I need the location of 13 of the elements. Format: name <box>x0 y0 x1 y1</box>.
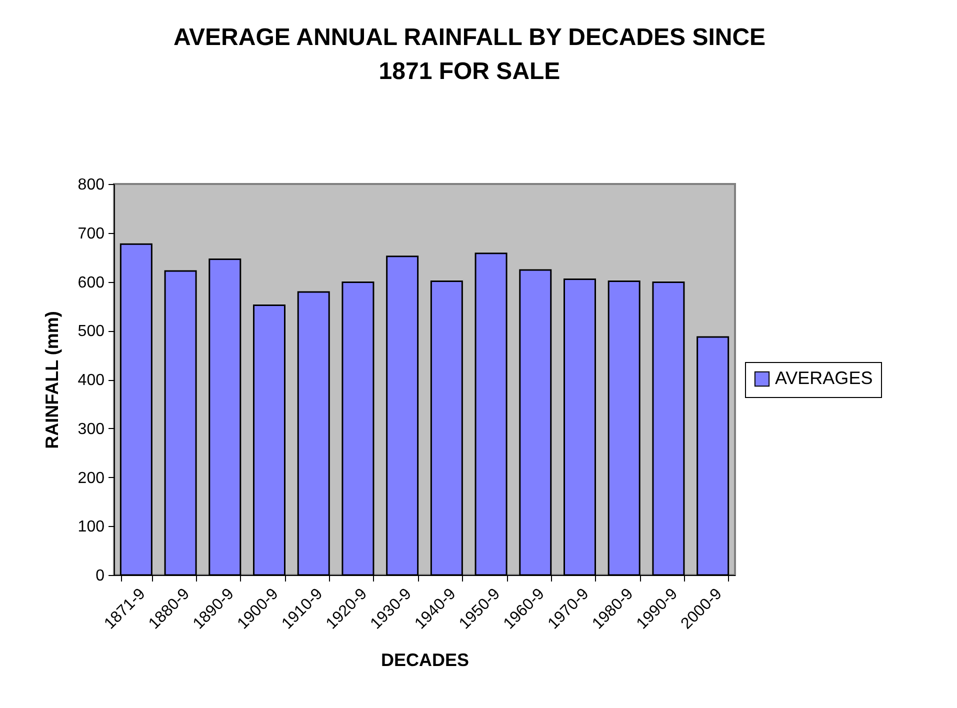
y-tick-label: 0 <box>96 568 105 584</box>
y-tick-label: 500 <box>78 323 105 340</box>
y-tick-label: 300 <box>78 420 105 438</box>
y-tick-label: 200 <box>78 470 105 487</box>
y-tick-label: 700 <box>78 225 105 242</box>
y-axis-title: RAINFALL (mm) <box>42 311 62 449</box>
y-tick-label: 100 <box>78 518 105 536</box>
legend-label: AVERAGES <box>775 368 873 388</box>
y-tick-label: 800 <box>78 176 105 194</box>
y-tick-label: 400 <box>78 372 105 389</box>
chart-title: AVERAGE ANNUAL RAINFALL BY DECADES SINCE 1871 FOR SALE <box>173 24 766 85</box>
x-axis-title: DECADES <box>380 650 470 670</box>
y-tick-label: 600 <box>78 274 105 292</box>
